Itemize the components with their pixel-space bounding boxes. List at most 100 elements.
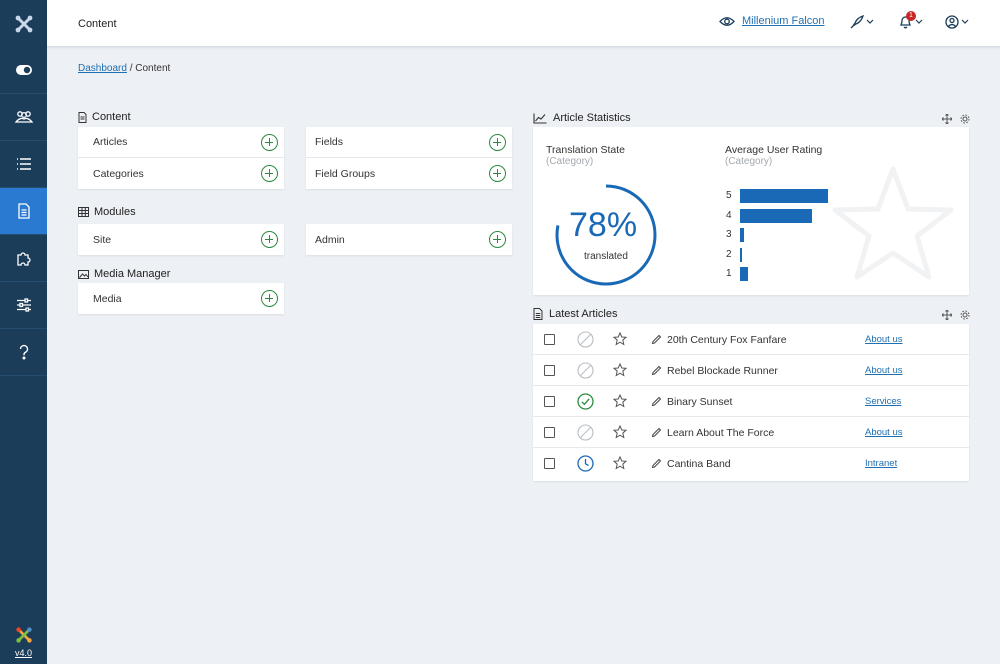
quick-item-label: Media bbox=[93, 292, 122, 305]
add-icon[interactable] bbox=[489, 133, 506, 151]
site-link[interactable]: Millenium Falcon bbox=[719, 15, 825, 27]
sidebar-item-list[interactable] bbox=[0, 141, 47, 188]
sidebar-item-help[interactable] bbox=[0, 329, 47, 376]
media-section-title: Media Manager bbox=[94, 268, 171, 280]
edit-icon[interactable] bbox=[651, 365, 662, 379]
quick-item-admin[interactable]: Admin bbox=[306, 224, 512, 255]
row-checkbox[interactable] bbox=[544, 458, 555, 469]
quick-item-label: Field Groups bbox=[315, 167, 376, 180]
article-title[interactable]: Rebel Blockade Runner bbox=[667, 365, 778, 377]
row-checkbox[interactable] bbox=[544, 334, 555, 345]
modules-right-card: Admin bbox=[306, 224, 512, 255]
row-checkbox[interactable] bbox=[544, 396, 555, 407]
gear-icon[interactable] bbox=[960, 310, 970, 320]
rating-bar-label: 1 bbox=[726, 268, 732, 279]
status-icon[interactable] bbox=[577, 362, 594, 382]
latest-module-heading: Latest Articles bbox=[533, 308, 617, 320]
edit-icon[interactable] bbox=[651, 334, 662, 348]
rating-bar bbox=[740, 247, 742, 262]
quick-item-media[interactable]: Media bbox=[78, 283, 284, 314]
line-chart-icon bbox=[533, 113, 547, 124]
site-name-link[interactable]: Millenium Falcon bbox=[742, 15, 825, 27]
unpublished-icon bbox=[577, 424, 594, 441]
edit-icon[interactable] bbox=[651, 396, 662, 410]
add-icon[interactable] bbox=[489, 165, 506, 182]
article-row: Rebel Blockade Runner About us bbox=[533, 355, 969, 386]
rating-bar-label: 3 bbox=[726, 229, 732, 240]
post-install-button[interactable] bbox=[850, 15, 874, 29]
add-icon[interactable] bbox=[489, 231, 506, 248]
translation-sub: (Category) bbox=[546, 156, 594, 167]
translation-gauge-arc bbox=[555, 184, 657, 286]
article-title[interactable]: Cantina Band bbox=[667, 458, 731, 470]
article-category-link[interactable]: About us bbox=[865, 427, 903, 438]
status-icon[interactable] bbox=[577, 393, 594, 413]
modules-section-heading: Modules bbox=[78, 206, 136, 218]
chevron-down-icon bbox=[961, 19, 969, 24]
modules-section-title: Modules bbox=[94, 206, 136, 218]
article-category-link[interactable]: About us bbox=[865, 365, 903, 376]
status-icon[interactable] bbox=[577, 331, 594, 351]
article-category-link[interactable]: Intranet bbox=[865, 458, 898, 469]
quick-item-site[interactable]: Site bbox=[78, 224, 284, 255]
sidebar-item-users[interactable] bbox=[0, 94, 47, 141]
star-icon bbox=[612, 424, 628, 439]
article-title[interactable]: Binary Sunset bbox=[667, 396, 733, 408]
sidebar-item-extensions[interactable] bbox=[0, 235, 47, 282]
quick-item-articles[interactable]: Articles bbox=[78, 127, 284, 158]
users-icon bbox=[14, 111, 33, 123]
rating-bar-label: 2 bbox=[726, 248, 732, 260]
image-icon bbox=[78, 270, 89, 279]
featured-toggle[interactable] bbox=[612, 393, 628, 411]
quick-item-fields[interactable]: Fields bbox=[306, 127, 512, 158]
quick-item-categories[interactable]: Categories bbox=[78, 158, 284, 189]
rating-bar-label: 4 bbox=[726, 209, 732, 221]
stats-module-tools bbox=[942, 114, 970, 124]
grid-icon bbox=[78, 207, 89, 217]
row-checkbox[interactable] bbox=[544, 427, 555, 438]
breadcrumb-dashboard-link[interactable]: Dashboard bbox=[78, 63, 127, 74]
quick-item-field-groups[interactable]: Field Groups bbox=[306, 158, 512, 189]
gear-icon[interactable] bbox=[960, 114, 970, 124]
unpublished-icon bbox=[577, 331, 594, 348]
sidebar-item-toggle[interactable] bbox=[0, 47, 47, 94]
file-icon bbox=[17, 203, 30, 219]
content-right-card: Fields Field Groups bbox=[306, 127, 512, 189]
add-icon[interactable] bbox=[261, 133, 278, 151]
article-title[interactable]: 20th Century Fox Fanfare bbox=[667, 334, 787, 346]
add-icon[interactable] bbox=[261, 231, 278, 248]
rating-bar bbox=[740, 267, 748, 281]
sliders-icon bbox=[16, 298, 31, 312]
move-icon[interactable] bbox=[942, 310, 952, 320]
rating-bar bbox=[740, 228, 744, 242]
article-title[interactable]: Learn About The Force bbox=[667, 427, 775, 439]
user-menu-button[interactable] bbox=[945, 15, 969, 29]
media-section-heading: Media Manager bbox=[78, 268, 170, 280]
joomla-logo[interactable] bbox=[0, 0, 47, 47]
eye-icon bbox=[719, 16, 735, 26]
edit-icon[interactable] bbox=[651, 427, 662, 441]
rating-bar bbox=[740, 208, 812, 223]
add-icon[interactable] bbox=[261, 290, 278, 307]
stats-card: Translation State (Category) 78% transla… bbox=[533, 127, 969, 295]
notifications-button[interactable]: 1 bbox=[899, 11, 923, 29]
version-link[interactable]: v4.0 bbox=[14, 648, 32, 658]
edit-icon[interactable] bbox=[651, 458, 662, 472]
move-icon[interactable] bbox=[942, 114, 952, 124]
pencil-icon bbox=[651, 427, 662, 438]
sidebar-item-content[interactable] bbox=[0, 188, 47, 235]
star-icon bbox=[612, 331, 628, 346]
featured-toggle[interactable] bbox=[612, 331, 628, 349]
article-category-link[interactable]: Services bbox=[865, 396, 902, 407]
featured-toggle[interactable] bbox=[612, 424, 628, 442]
featured-toggle[interactable] bbox=[612, 362, 628, 380]
add-icon[interactable] bbox=[261, 165, 278, 182]
row-checkbox[interactable] bbox=[544, 365, 555, 376]
sidebar-item-system[interactable] bbox=[0, 282, 47, 329]
status-icon[interactable] bbox=[577, 424, 594, 444]
article-category-link[interactable]: About us bbox=[865, 334, 903, 345]
latest-module-title: Latest Articles bbox=[549, 308, 618, 320]
status-icon[interactable] bbox=[577, 455, 594, 475]
breadcrumb-current: Content bbox=[135, 63, 171, 74]
featured-toggle[interactable] bbox=[612, 455, 628, 473]
